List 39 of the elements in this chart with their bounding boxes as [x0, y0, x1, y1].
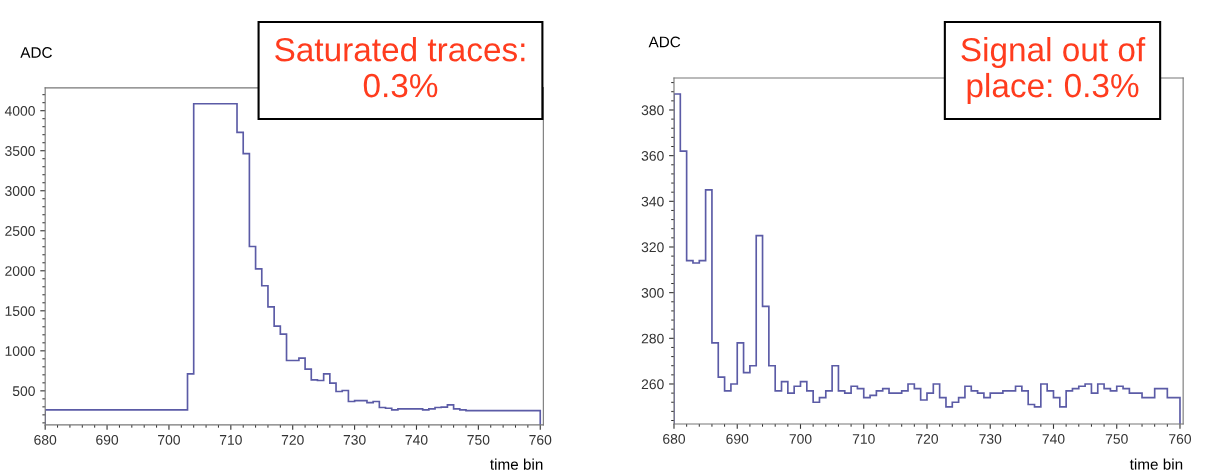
x-tick-label: 760: [529, 434, 552, 445]
x-tick-label: 690: [96, 434, 119, 445]
x-axis-title: time bin: [1129, 458, 1183, 470]
y-tick-label: 260: [641, 379, 664, 390]
y-tick-label: 340: [641, 196, 664, 207]
x-tick-label: 720: [916, 434, 939, 444]
y-tick-label: 360: [641, 150, 664, 161]
x-tick-label: 680: [663, 434, 686, 444]
annotation: Signal out of place: 0.3%: [961, 37, 1146, 104]
y-tick-label: 1500: [5, 306, 35, 316]
x-tick-label: 700: [789, 434, 812, 444]
y-tick-label: 3000: [5, 186, 35, 196]
x-tick-label: 730: [979, 434, 1002, 444]
y-tick-label: 3500: [5, 146, 35, 156]
y-tick-label: 500: [12, 386, 35, 397]
y-tick-label: 280: [641, 333, 664, 344]
y-tick-label: 320: [641, 242, 664, 253]
x-tick-label: 690: [726, 434, 749, 444]
y-tick-label: 4000: [4, 106, 35, 116]
y-axis-title: ADC: [648, 36, 681, 48]
x-tick-label: 710: [852, 434, 875, 444]
y-tick-label: 2000: [5, 266, 35, 276]
x-tick-label: 760: [1169, 434, 1192, 444]
y-tick-label: 380: [641, 105, 664, 116]
x-tick-label: 740: [1042, 434, 1065, 444]
annotation: Saturated traces: 0.3%: [275, 37, 525, 98]
x-tick-label: 680: [34, 434, 57, 445]
x-tick-label: 720: [281, 434, 304, 445]
x-tick-label: 740: [405, 434, 428, 445]
y-tick-label: 1000: [5, 346, 35, 357]
x-tick-label: 700: [158, 434, 180, 445]
y-tick-label: 300: [641, 287, 664, 298]
x-tick-label: 750: [467, 434, 490, 445]
y-tick-label: 2500: [5, 226, 35, 236]
x-axis-title: time bin: [490, 458, 543, 470]
x-tick-label: 750: [1105, 434, 1128, 444]
x-tick-label: 730: [343, 434, 366, 445]
x-tick-label: 710: [219, 434, 242, 445]
y-axis-title: ADC: [20, 47, 52, 58]
